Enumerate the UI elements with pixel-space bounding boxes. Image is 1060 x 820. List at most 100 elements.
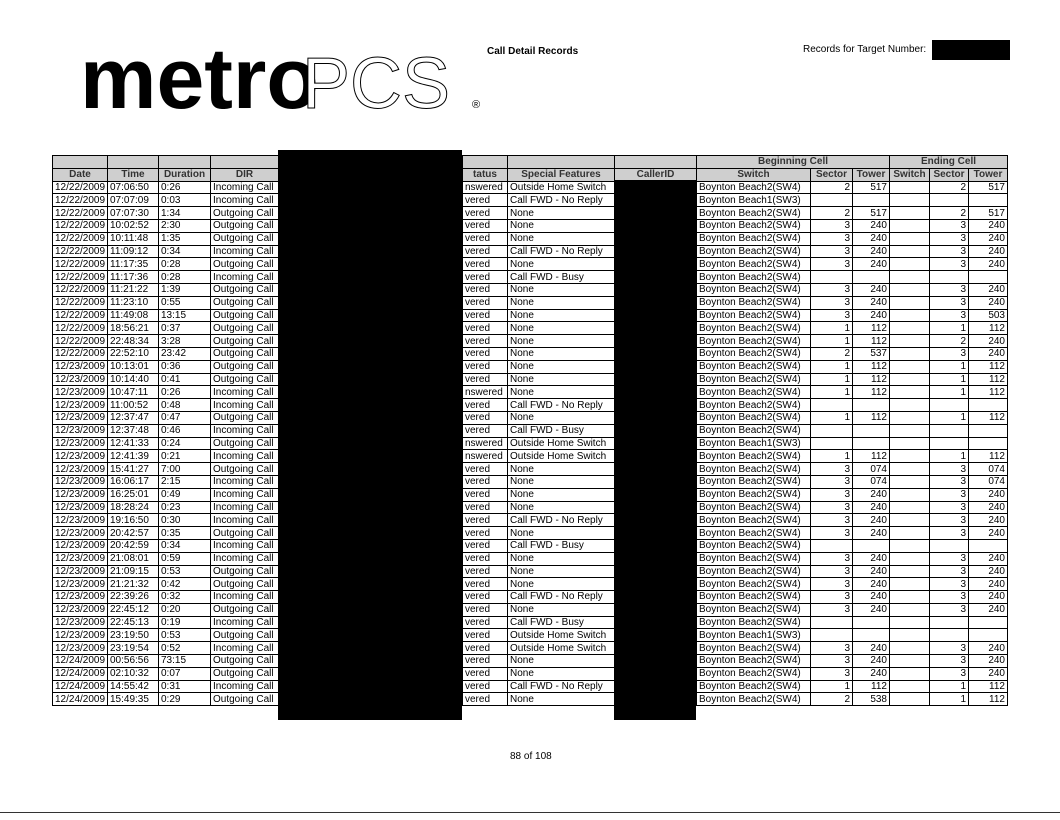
cell: 1: [810, 385, 853, 400]
cell: Call FWD - No Reply: [507, 398, 615, 412]
empty-cell: [889, 218, 930, 233]
cell: 112: [852, 679, 890, 694]
cell: [810, 615, 853, 630]
cell: [929, 615, 969, 630]
cell: nswered: [462, 449, 508, 464]
cell: 02:10:32: [107, 666, 159, 681]
cell: [929, 538, 969, 553]
cell: 0:42: [158, 577, 211, 592]
cell: vered: [462, 462, 508, 476]
cell: Boynton Beach2(SW4): [696, 551, 811, 566]
column-header: Switch: [889, 167, 930, 182]
cell: [852, 615, 890, 630]
cell: [929, 628, 969, 643]
cell: Incoming Call: [210, 449, 279, 464]
cell: [852, 398, 890, 412]
cell: 2:15: [158, 474, 211, 489]
cell: 3: [929, 641, 969, 656]
cell: 3: [810, 282, 853, 297]
cell: 2: [810, 346, 853, 361]
cell: Boynton Beach2(SW4): [696, 513, 811, 528]
cell: None: [507, 257, 615, 272]
cell: 240: [968, 244, 1008, 259]
cell: Outgoing Call: [210, 577, 279, 592]
cell: Incoming Call: [210, 270, 279, 284]
cell: 240: [968, 257, 1008, 272]
cell: 3: [929, 462, 969, 476]
cell: Boynton Beach1(SW3): [696, 628, 811, 643]
cell: vered: [462, 513, 508, 528]
cell: 07:07:30: [107, 206, 159, 220]
cell: Outgoing Call: [210, 257, 279, 272]
cell: 2: [929, 180, 969, 195]
cell: Outgoing Call: [210, 436, 279, 451]
cell: 240: [852, 590, 890, 604]
cell: 07:07:09: [107, 193, 159, 208]
cell: 074: [852, 462, 890, 476]
header-cell: [462, 155, 508, 169]
cell: 12/23/2009: [52, 538, 108, 553]
cell: 3: [810, 500, 853, 515]
cell: 240: [968, 551, 1008, 566]
cell: 240: [968, 334, 1008, 348]
cell: 0:26: [158, 385, 211, 400]
cell: 240: [852, 577, 890, 592]
cell: 11:00:52: [107, 398, 159, 412]
empty-cell: [889, 487, 930, 502]
cell: 14:55:42: [107, 679, 159, 694]
cell: 10:14:40: [107, 372, 159, 387]
cell: 240: [852, 218, 890, 233]
cell: None: [507, 308, 615, 323]
cell: 240: [968, 564, 1008, 579]
header-cell: [614, 155, 697, 169]
cell: None: [507, 346, 615, 361]
cell: 3: [929, 282, 969, 297]
cell: 3: [810, 295, 853, 310]
column-header: CallerID: [614, 167, 697, 182]
cell: Incoming Call: [210, 538, 279, 553]
cell: 1: [929, 449, 969, 464]
cell: 240: [852, 526, 890, 540]
cell: None: [507, 666, 615, 681]
cell: vered: [462, 615, 508, 630]
empty-cell: [889, 372, 930, 387]
cell: nswered: [462, 385, 508, 400]
cell: 3: [810, 590, 853, 604]
cell: vered: [462, 270, 508, 284]
cell: 3: [810, 513, 853, 528]
cell: 240: [852, 244, 890, 259]
cell: vered: [462, 244, 508, 259]
cell: Call FWD - No Reply: [507, 679, 615, 694]
cell: 1: [929, 679, 969, 694]
cell: [852, 193, 890, 208]
cell: 12/23/2009: [52, 410, 108, 425]
cell: 1: [929, 359, 969, 374]
cell: 240: [968, 500, 1008, 515]
cell: Boynton Beach2(SW4): [696, 346, 811, 361]
cell: 22:45:13: [107, 615, 159, 630]
cell: 0:30: [158, 513, 211, 528]
cell: Boynton Beach2(SW4): [696, 474, 811, 489]
cell: 0:36: [158, 359, 211, 374]
cell: 11:17:36: [107, 270, 159, 284]
cell: 0:07: [158, 666, 211, 681]
cell: Boynton Beach2(SW4): [696, 206, 811, 220]
cell: 22:39:26: [107, 590, 159, 604]
cell: 2:30: [158, 218, 211, 233]
cell: 112: [852, 321, 890, 336]
cell: None: [507, 526, 615, 540]
cell: 7:00: [158, 462, 211, 476]
page-edge: [0, 812, 1060, 813]
cell: vered: [462, 346, 508, 361]
cell: vered: [462, 410, 508, 425]
cell: 12/23/2009: [52, 590, 108, 604]
cell: vered: [462, 295, 508, 310]
cell: Incoming Call: [210, 474, 279, 489]
cell: 112: [852, 359, 890, 374]
column-header: DIR: [210, 167, 279, 182]
cell: 18:28:24: [107, 500, 159, 515]
cell: 12/22/2009: [52, 218, 108, 233]
empty-cell: [889, 474, 930, 489]
cell: 3: [810, 231, 853, 246]
cell: vered: [462, 218, 508, 233]
